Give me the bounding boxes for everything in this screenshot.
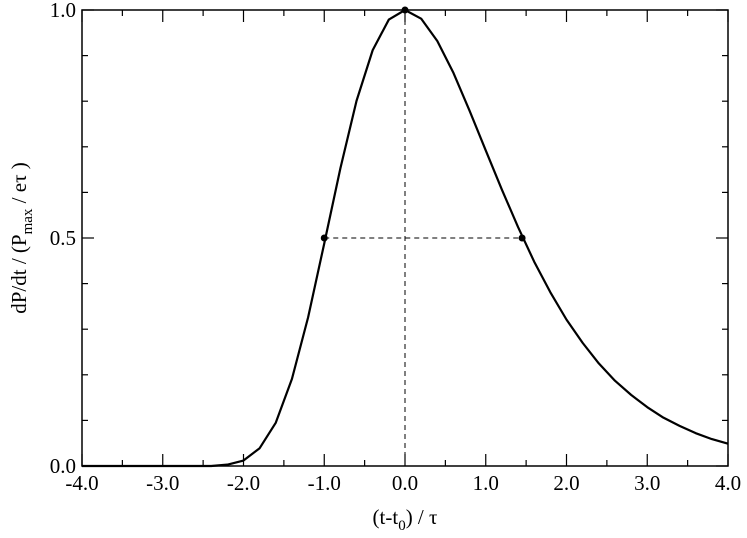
x-tick-label: -2.0 [227,471,260,495]
y-tick-label: 0.0 [50,454,76,478]
x-tick-label: -1.0 [308,471,341,495]
x-tick-label: 4.0 [715,471,741,495]
y-tick-label: 0.5 [50,226,76,250]
y-axis-label: dP/dt / (Pmax / eτ ) [7,162,36,314]
y-label-text: / eτ ) [7,162,31,208]
marker-point [518,234,526,242]
x-tick-label: 0.0 [392,471,418,495]
y-label-text: dP/dt / (P [7,234,31,313]
marker-point [401,6,409,14]
x-tick-label: 3.0 [634,471,660,495]
x-tick-label: -3.0 [146,471,179,495]
x-tick-label: 1.0 [473,471,499,495]
x-axis-label: (t-t0) / τ [373,505,438,534]
y-label-sub: max [20,208,36,234]
x-tick-label: -4.0 [65,471,98,495]
x-label-sub: 0 [398,518,406,534]
x-tick-label: 2.0 [553,471,579,495]
x-label-text: (t-t [373,505,399,529]
y-tick-label: 1.0 [50,0,76,22]
x-label-text: ) / τ [406,505,438,529]
marker-point [320,234,328,242]
